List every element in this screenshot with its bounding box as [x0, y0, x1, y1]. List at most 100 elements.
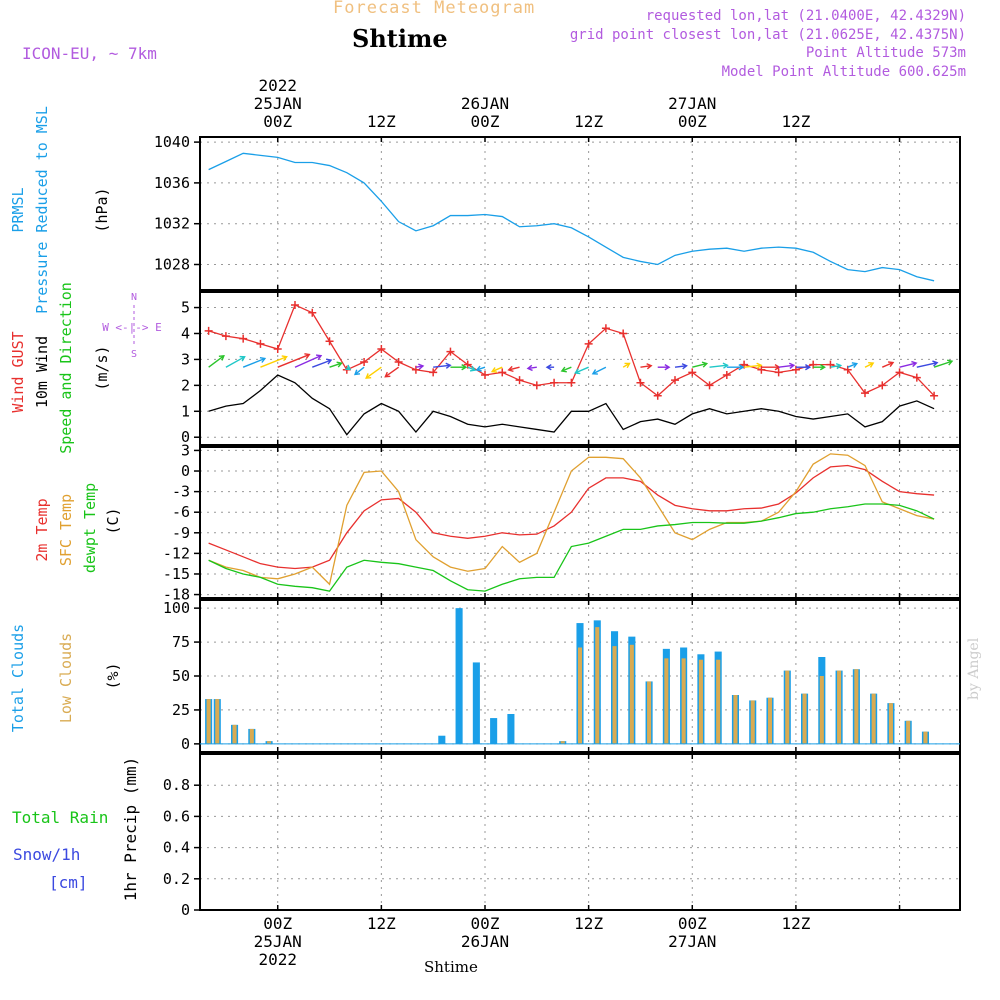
wind-arrow — [778, 364, 794, 368]
wind-arrow-head — [560, 366, 567, 373]
low-clouds-bar — [612, 646, 617, 744]
wind-arrow-head — [445, 362, 452, 369]
wind-arrow — [260, 356, 287, 368]
model-label: ICON-EU, ~ 7km — [22, 44, 157, 63]
wind-unit: (m/s) — [93, 345, 111, 390]
low-clouds-bar — [785, 670, 790, 744]
low-clouds-bar — [647, 681, 652, 744]
wind-arrow-head — [946, 359, 954, 366]
pressure-label-1: PRMSL — [9, 187, 27, 232]
footer-location: Shtime — [424, 958, 478, 976]
low-clouds-bar — [560, 741, 565, 744]
wind-arrow-head — [490, 367, 498, 373]
wind-gust-marker — [291, 300, 299, 309]
pressure-label-2: Pressure Reduced to MSL — [33, 106, 51, 314]
low-clouds-bar — [819, 676, 824, 744]
wind-arrow — [208, 355, 225, 368]
top-time-label: 27JAN — [668, 94, 716, 113]
top-time-label: 12Z — [781, 112, 810, 131]
wind-arrow-head — [646, 363, 653, 370]
wind-gust-marker — [878, 381, 887, 390]
wind-arrow-head — [461, 364, 468, 371]
y-tick-label: 2 — [181, 376, 190, 394]
wind-gust-marker — [256, 339, 265, 348]
low-clouds-bar — [232, 724, 237, 744]
panel-frame — [199, 291, 961, 446]
wind-arrow-head — [664, 364, 671, 371]
compass-n: N — [131, 292, 137, 303]
top-time-label: 00Z — [263, 112, 292, 131]
wind-arrow-head — [888, 361, 895, 368]
wind-arrow — [527, 366, 537, 370]
low-clouds-bar — [802, 693, 807, 744]
wind-gust-marker — [532, 381, 541, 390]
dewpt-temp-line — [208, 503, 935, 592]
top-time-label: 12Z — [574, 112, 603, 131]
bottom-time-label: 27JAN — [668, 932, 716, 951]
total-clouds-bar — [507, 714, 515, 744]
wind-gust-marker — [619, 329, 628, 338]
y-tick-label: 75 — [172, 633, 190, 651]
wind-arrow-head — [932, 360, 939, 367]
wind-arrow-head — [418, 363, 425, 370]
wind-arrow-head — [469, 365, 477, 372]
y-tick-label: 0 — [181, 428, 190, 446]
wind-arrow-head — [239, 355, 246, 362]
wind-speed-line — [208, 374, 935, 436]
panel-frame — [199, 753, 961, 911]
y-tick-label: -6 — [172, 503, 190, 521]
low-clouds-bar — [577, 647, 583, 744]
bottom-time-label: 00Z — [263, 914, 292, 933]
y-tick-label: 0.6 — [163, 807, 190, 825]
low-clouds-label: Low Clouds — [57, 633, 75, 723]
wind-arrow — [508, 366, 520, 371]
wind-arrow — [575, 366, 589, 374]
low-clouds-bar — [664, 658, 669, 744]
low-clouds-bar — [854, 669, 859, 744]
wind-arrow — [225, 356, 245, 368]
wind-arrow-head — [805, 364, 812, 371]
wind-arrow — [329, 362, 342, 368]
low-clouds-bar — [716, 659, 721, 744]
wind-arrow — [433, 364, 451, 368]
wind-arrow-head — [624, 362, 631, 369]
wind-arrow-head — [507, 365, 514, 373]
wind-arrow — [847, 362, 858, 368]
wind-gust-marker — [774, 368, 783, 377]
wind-arrow — [692, 362, 707, 368]
precip-label: 1hr Precip (mm) — [121, 757, 140, 902]
y-tick-label: -12 — [163, 544, 190, 562]
snow-label: Snow/1h — [13, 845, 80, 864]
wind-gust-marker — [204, 326, 213, 335]
wind-arrow — [354, 366, 365, 375]
y-tick-label: 5 — [181, 299, 190, 317]
wind-gust-marker — [360, 358, 369, 367]
wind-arrow — [384, 366, 400, 378]
sfc-temp-label: SFC Temp — [57, 494, 75, 566]
wind-arrow-head — [281, 355, 288, 362]
wind-gust-marker — [688, 368, 697, 377]
total-clouds-bar — [438, 735, 446, 744]
panel-frame — [199, 599, 961, 753]
compass-s: S — [131, 349, 137, 360]
y-tick-label: -18 — [163, 586, 190, 604]
y-tick-label: 25 — [172, 701, 190, 719]
wind-gust-marker — [515, 376, 524, 385]
low-clouds-bar — [923, 731, 928, 744]
wind-gust-marker — [722, 370, 731, 379]
y-tick-label: 100 — [163, 599, 190, 617]
panel-frame — [199, 136, 961, 291]
wind-gust-marker — [446, 347, 455, 356]
temp-2m-line — [208, 464, 935, 570]
wind-arrow — [864, 362, 874, 368]
low-clouds-bar — [888, 703, 893, 744]
wind-arrow-head — [545, 364, 552, 371]
bottom-time-label: 00Z — [678, 914, 707, 933]
wind-arrow — [744, 364, 762, 368]
wind-arrow — [899, 362, 917, 368]
pressure-unit: (hPa) — [93, 187, 111, 232]
wind-gust-marker — [394, 358, 403, 367]
wind-arrow-head — [353, 369, 361, 376]
wind-arrow-head — [384, 371, 391, 378]
